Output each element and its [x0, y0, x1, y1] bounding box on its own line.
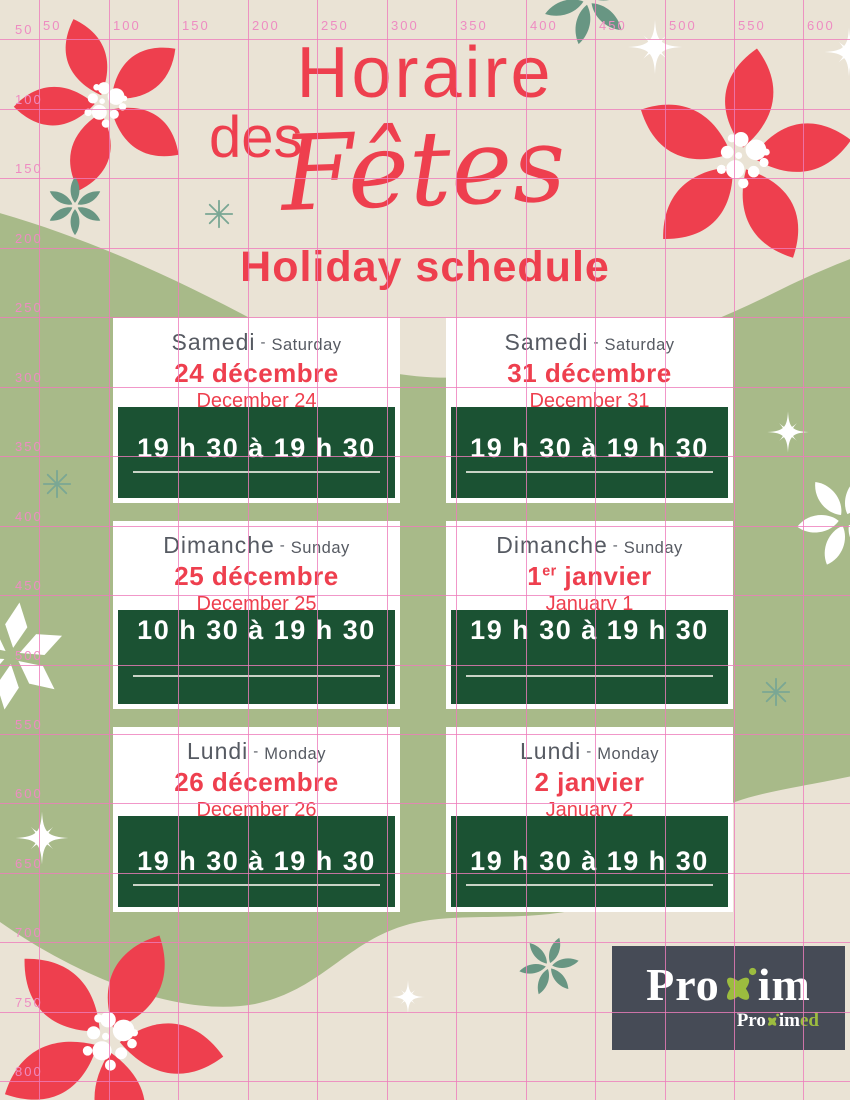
time-text: 10 h 30 à 19 h 30 — [137, 615, 376, 645]
time-banner: 19 h 30 à 19 h 30 — [118, 407, 395, 498]
day-fr: Lundi — [520, 738, 582, 764]
day-fr: Dimanche — [496, 532, 608, 558]
card-header: Samedi - Saturday 24 décembre December 24 — [118, 322, 395, 412]
time-banner: 19 h 30 à 19 h 30 — [451, 407, 728, 498]
schedule-card-jan1: Dimanche - Sunday 1er janvier January 1 19… — [446, 521, 733, 709]
time-text: 19 h 30 à 19 h 30 — [137, 432, 376, 463]
card-date-en: December 31 — [529, 390, 650, 412]
day-fr: Samedi — [171, 329, 256, 355]
card-day-line: Samedi - Saturday — [451, 329, 728, 356]
card-date-fr: 26 décembre — [174, 767, 339, 797]
time-underline — [133, 675, 380, 677]
time-text: 19 h 30 à 19 h 30 — [470, 615, 709, 645]
card-day-line: Lundi - Monday — [451, 738, 728, 765]
card-date-en: January 2 — [545, 799, 634, 821]
proxim-logo-box: Pro im Pro imed — [612, 946, 845, 1050]
day-separator: - — [612, 537, 619, 554]
card-header: Lundi - Monday 26 décembre December 26 — [118, 731, 395, 821]
time-banner: 19 h 30 à 19 h 30 — [451, 610, 728, 704]
day-separator: - — [279, 537, 286, 554]
day-separator: - — [586, 743, 593, 760]
card-date-fr: 25 décembre — [174, 561, 339, 591]
card-day-line: Dimanche - Sunday — [118, 532, 395, 559]
day-en: Monday — [264, 745, 326, 763]
time-banner: 10 h 30 à 19 h 30 — [118, 610, 395, 704]
card-date-fr: 1er janvier — [527, 561, 652, 591]
time-underline — [133, 884, 380, 886]
card-date-fr: 24 décembre — [174, 358, 339, 388]
card-header: Dimanche - Sunday 1er janvier January 1 — [451, 525, 728, 615]
card-header: Dimanche - Sunday 25 décembre December 25 — [118, 525, 395, 615]
time-underline — [466, 675, 713, 677]
day-en: Sunday — [623, 539, 683, 557]
card-day-line: Dimanche - Sunday — [451, 532, 728, 559]
day-fr: Dimanche — [163, 532, 275, 558]
day-separator: - — [593, 334, 600, 351]
card-date-en: December 24 — [196, 390, 317, 412]
time-text: 19 h 30 à 19 h 30 — [137, 846, 376, 876]
card-date-en: December 25 — [196, 593, 317, 615]
day-en: Saturday — [271, 336, 342, 354]
schedule-card-jan2: Lundi - Monday 2 janvier January 2 19 h 30… — [446, 727, 733, 912]
schedule-card-dec25: Dimanche - Sunday 25 décembre December 25 … — [113, 521, 400, 709]
time-banner: 19 h 30 à 19 h 30 — [118, 816, 395, 907]
day-separator: - — [260, 334, 267, 351]
time-underline — [133, 470, 380, 473]
time-text: 19 h 30 à 19 h 30 — [470, 846, 709, 876]
card-date-en: December 26 — [196, 799, 317, 821]
schedule-card-dec31: Samedi - Saturday 31 décembre December 31 … — [446, 318, 733, 503]
day-en: Sunday — [290, 539, 350, 557]
title-holiday-schedule: Holiday schedule — [240, 243, 610, 291]
time-banner: 19 h 30 à 19 h 30 — [451, 816, 728, 907]
card-header: Lundi - Monday 2 janvier January 2 — [451, 731, 728, 821]
title-des: des — [209, 105, 303, 170]
proximed-logo: Pro imed — [736, 1010, 819, 1031]
time-underline — [466, 470, 713, 473]
proximed-x-leaf-icon — [767, 1013, 779, 1026]
card-day-line: Samedi - Saturday — [118, 329, 395, 356]
card-date-en: January 1 — [545, 593, 634, 615]
day-en: Monday — [597, 745, 659, 763]
card-date-fr: 2 janvier — [534, 767, 645, 797]
day-fr: Samedi — [504, 329, 589, 355]
schedule-card-dec26: Lundi - Monday 26 décembre December 26 19 … — [113, 727, 400, 912]
proxim-logo: Pro im — [646, 959, 811, 1010]
time-underline — [466, 884, 713, 886]
title-horaire: Horaire — [296, 33, 554, 113]
day-fr: Lundi — [187, 738, 249, 764]
card-day-line: Lundi - Monday — [118, 738, 395, 765]
day-separator: - — [253, 743, 260, 760]
title-fetes: Fêtes — [278, 103, 568, 235]
card-date-fr: 31 décembre — [507, 358, 672, 388]
time-text: 19 h 30 à 19 h 30 — [470, 432, 709, 463]
schedule-card-dec24: Samedi - Saturday 24 décembre December 24 … — [113, 318, 400, 503]
schedule-card-grid: Samedi - Saturday 24 décembre December 24 … — [113, 318, 733, 912]
card-header: Samedi - Saturday 31 décembre December 31 — [451, 322, 728, 412]
proxim-x-leaf-icon — [726, 967, 757, 1000]
day-en: Saturday — [604, 336, 675, 354]
